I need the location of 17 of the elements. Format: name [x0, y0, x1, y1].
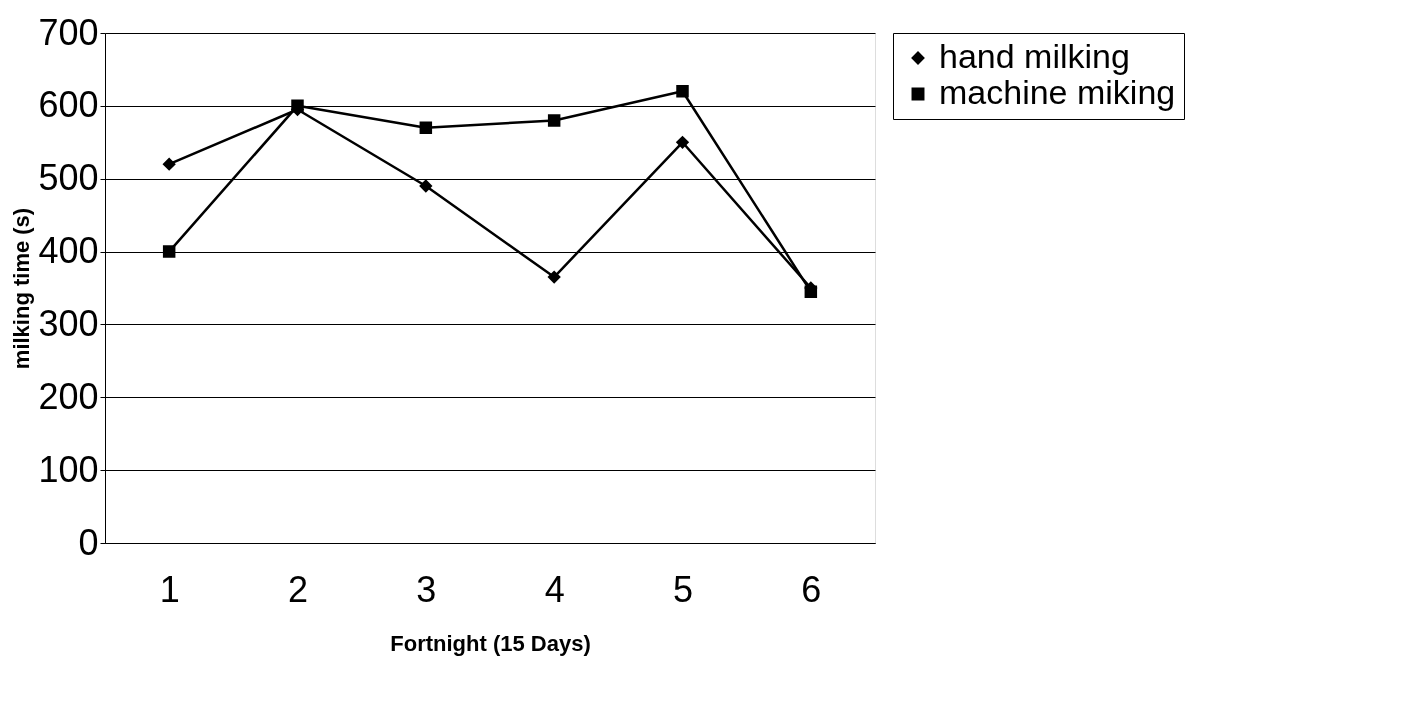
y-tick-label: 0 [78, 521, 99, 563]
y-tick-label: 400 [38, 230, 99, 272]
y-tick-label: 100 [38, 448, 99, 490]
legend-label: hand milking [939, 37, 1130, 75]
x-tick-label: 5 [672, 568, 694, 610]
y-tick-label: 500 [38, 157, 99, 199]
x-tick-label: 6 [801, 568, 822, 610]
x-tick-label: 4 [544, 568, 565, 610]
y-axis-title: milking time (s) [9, 207, 35, 370]
x-tick-label: 1 [159, 568, 180, 610]
y-tick-label: 700 [38, 11, 99, 53]
y-tick-label: 300 [38, 302, 99, 344]
y-tick-label: 600 [38, 84, 99, 126]
y-tick-label: 200 [38, 375, 99, 417]
x-tick-label: 2 [287, 568, 309, 610]
x-axis-title: Fortnight (15 Days) [390, 630, 591, 656]
x-tick-label: 3 [416, 568, 437, 610]
